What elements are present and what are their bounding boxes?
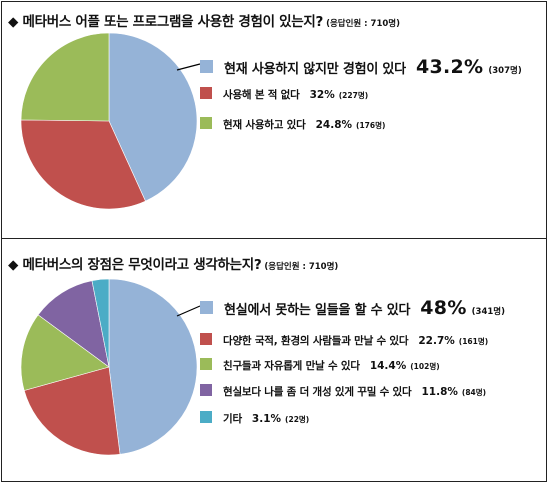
- chart-2-legend-label-3: 친구들과 자유롭게 만날 수 있다: [223, 360, 360, 372]
- chart-2-legend-swatch-2: [200, 333, 212, 345]
- section-divider: [1, 238, 547, 239]
- chart-1-legend-swatch-3: [200, 117, 212, 129]
- chart-2-legend-label-1: 현실에서 못하는 일들을 할 수 있다: [224, 303, 411, 318]
- chart-1-legend-count-2: (227명): [338, 91, 369, 100]
- chart-2-legend-value-3: 14.4%: [369, 360, 407, 372]
- chart-2-slice-2: [23, 366, 121, 456]
- chart-1-legend-item-2: 사용해 본 적 없다 32% (227명): [200, 86, 368, 102]
- chart-2-slice-3: [20, 314, 110, 391]
- chart-1-title: ◆ 메타버스 어플 또는 프로그램을 사용한 경험이 있는지? (응답인원 : 7…: [8, 10, 400, 30]
- chart-2-legend-swatch-5: [200, 411, 212, 423]
- chart-2-legend-item-2: 다양한 국적, 환경의 사람들과 만날 수 있다 22.7% (161명): [200, 332, 488, 348]
- chart-2-legend-label-2: 다양한 국적, 환경의 사람들과 만날 수 있다: [223, 335, 409, 347]
- chart-1-leader-line: [176, 63, 201, 71]
- chart-2-legend-item-4: 현실보다 나를 좀 더 개성 있게 꾸밀 수 있다 11.8% (84명): [200, 383, 486, 399]
- chart-2-legend-swatch-4: [200, 384, 212, 396]
- chart-1-respondents-note: (응답인원 : 710명): [326, 19, 400, 29]
- chart-1-legend-swatch-1: [200, 60, 213, 73]
- chart-2-legend-item-1: 현실에서 못하는 일들을 할 수 있다 48% (341명): [200, 297, 505, 319]
- chart-1-slice-3: [20, 32, 110, 122]
- chart-1-legend-value-3: 24.8%: [315, 119, 353, 131]
- chart-2-legend-swatch-3: [200, 358, 212, 370]
- chart-1-legend-count-1: (307명): [488, 66, 522, 76]
- chart-2-legend-item-3: 친구들과 자유롭게 만날 수 있다 14.4% (102명): [200, 357, 440, 373]
- chart-1-legend-label-2: 사용해 본 적 없다: [223, 89, 300, 101]
- chart-1-title-text: ◆ 메타버스 어플 또는 프로그램을 사용한 경험이 있는지?: [8, 14, 324, 30]
- chart-2-legend-label-5: 기타: [223, 413, 242, 425]
- chart-1-pie: [20, 32, 201, 210]
- chart-2-legend-count-5: (22명): [285, 415, 310, 424]
- chart-2-title-text: ◆ 메타버스의 장점은 무엇이라고 생각하는지?: [8, 257, 262, 273]
- chart-2-respondents-note: (응답인원 : 710명): [264, 262, 339, 272]
- chart-2-legend-value-5: 3.1%: [251, 413, 282, 425]
- chart-1-legend-item-1: 현재 사용하지 않지만 경험이 있다 43.2% (307명): [200, 56, 522, 78]
- chart-2-legend-count-1: (341명): [471, 307, 506, 317]
- chart-2-legend-count-4: (84명): [461, 388, 487, 397]
- chart-2-legend-value-4: 11.8%: [421, 386, 458, 398]
- chart-1-legend-count-3: (176명): [356, 121, 386, 130]
- chart-1-slice-1: [108, 32, 198, 202]
- chart-1-legend-label-3: 현재 사용하고 있다: [223, 119, 306, 131]
- chart-1-legend-swatch-2: [200, 87, 212, 99]
- chart-2-legend-item-5: 기타 3.1% (22명): [200, 410, 309, 426]
- chart-2-slice-5: [91, 278, 110, 368]
- chart-2-legend-count-3: (102명): [410, 362, 440, 371]
- chart-2-legend-count-2: (161명): [458, 337, 489, 346]
- chart-1-legend-label-1: 현재 사용하지 않지만 경험이 있다: [224, 62, 406, 77]
- chart-1-legend-item-3: 현재 사용하고 있다 24.8% (176명): [200, 116, 385, 132]
- chart-2-slice-1: [108, 278, 198, 455]
- chart-2-slice-4: [37, 280, 110, 368]
- chart-2-legend-value-1: 48%: [420, 297, 467, 319]
- chart-2-title: ◆ 메타버스의 장점은 무엇이라고 생각하는지? (응답인원 : 710명): [8, 253, 338, 273]
- chart-2-legend-swatch-1: [200, 301, 213, 314]
- chart-1-legend-value-1: 43.2%: [415, 56, 484, 78]
- chart-1-slice-2: [20, 119, 146, 210]
- chart-1-legend-value-2: 32%: [309, 89, 335, 101]
- chart-2-legend-label-4: 현실보다 나를 좀 더 개성 있게 꾸밀 수 있다: [223, 386, 412, 398]
- chart-2-pie: [20, 278, 201, 456]
- chart-2-leader-line: [176, 305, 201, 317]
- chart-2-legend-value-2: 22.7%: [418, 335, 455, 347]
